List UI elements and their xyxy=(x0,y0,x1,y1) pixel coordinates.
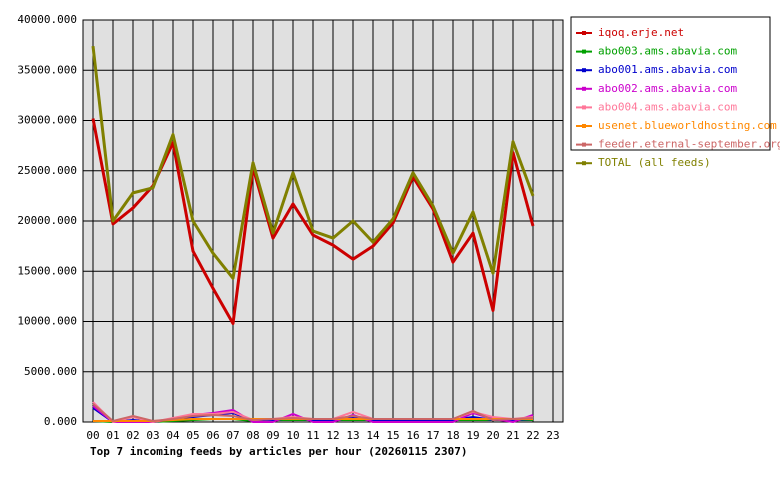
legend-label: usenet.blueworldhosting.com xyxy=(598,119,777,132)
x-tick-label: 05 xyxy=(186,429,199,442)
y-tick-label: 0.000 xyxy=(44,415,77,428)
x-tick-label: 22 xyxy=(526,429,539,442)
x-tick-label: 13 xyxy=(346,429,359,442)
x-tick-label: 08 xyxy=(246,429,259,442)
x-tick-label: 09 xyxy=(266,429,279,442)
x-tick-label: 03 xyxy=(146,429,159,442)
legend-marker xyxy=(582,31,586,35)
y-tick-label: 30000.000 xyxy=(17,114,77,127)
x-tick-label: 21 xyxy=(506,429,519,442)
x-tick-label: 06 xyxy=(206,429,219,442)
x-tick-label: 19 xyxy=(466,429,479,442)
legend-label: abo002.ams.abavia.com xyxy=(598,82,737,95)
x-tick-label: 11 xyxy=(306,429,319,442)
y-tick-label: 25000.000 xyxy=(17,164,77,177)
legend-marker xyxy=(582,68,586,73)
legend xyxy=(570,16,771,151)
y-tick-label: 35000.000 xyxy=(17,63,77,76)
y-tick-label: 15000.000 xyxy=(17,264,77,277)
x-tick-label: 12 xyxy=(326,429,339,442)
legend-label: abo003.ams.abavia.com xyxy=(598,45,737,58)
legend-marker xyxy=(582,49,586,54)
legend-label: abo004.ams.abavia.com xyxy=(598,100,737,113)
series-line xyxy=(91,118,535,326)
x-tick-label: 17 xyxy=(426,429,439,442)
legend-label: TOTAL (all feeds) xyxy=(598,156,711,169)
series-line xyxy=(91,45,535,280)
x-tick-label: 20 xyxy=(486,429,499,442)
x-tick-label: 14 xyxy=(366,429,380,442)
legend-marker xyxy=(582,124,586,128)
legend-label: abo001.ams.abavia.com xyxy=(598,63,737,76)
y-tick-label: 20000.000 xyxy=(17,214,77,227)
x-tick-label: 07 xyxy=(226,429,239,442)
x-tick-label: 04 xyxy=(166,429,180,442)
y-tick-label: 40000.000 xyxy=(17,13,77,26)
x-tick-label: 15 xyxy=(386,429,399,442)
series-line xyxy=(92,403,534,422)
x-tick-label: 23 xyxy=(546,429,559,442)
legend-marker xyxy=(582,105,586,110)
legend-label: iqoq.erje.net xyxy=(598,26,684,39)
chart-title: Top 7 incoming feeds by articles per hou… xyxy=(90,445,468,458)
x-tick-label: 02 xyxy=(126,429,139,442)
y-tick-label: 5000.000 xyxy=(24,365,77,378)
x-tick-label: 18 xyxy=(446,429,459,442)
legend-marker xyxy=(582,142,586,147)
legend-marker xyxy=(582,161,586,166)
x-tick-label: 16 xyxy=(406,429,419,442)
x-tick-label: 01 xyxy=(106,429,119,442)
y-tick-label: 10000.000 xyxy=(17,315,77,328)
legend-marker xyxy=(582,86,586,91)
legend-label: feeder.eternal-september.org xyxy=(598,138,780,151)
x-tick-label: 10 xyxy=(286,429,299,442)
x-tick-label: 00 xyxy=(86,429,99,442)
